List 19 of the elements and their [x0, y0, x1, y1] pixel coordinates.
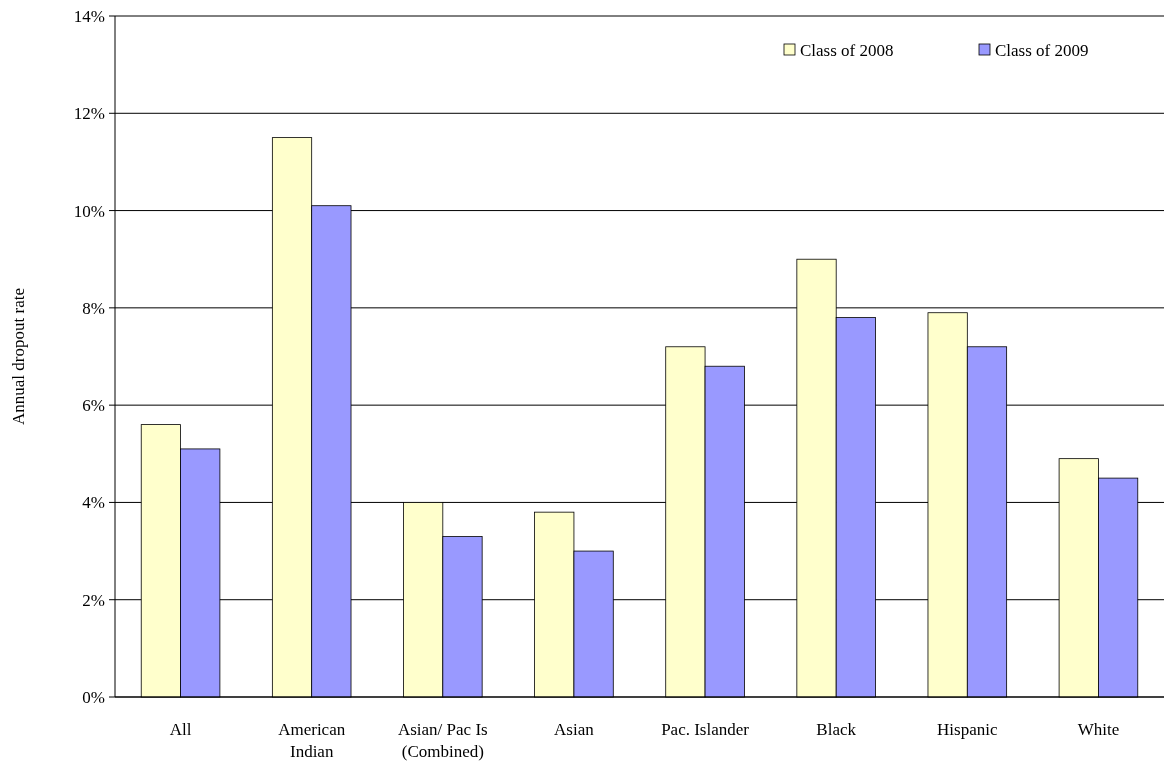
y-tick-label: 6%	[82, 396, 105, 416]
x-tick-label: Asian	[554, 720, 595, 739]
x-tick-label: Pac. Islander	[661, 720, 750, 739]
x-tick-label: All	[169, 720, 192, 739]
y-tick-label: 14%	[73, 6, 105, 26]
x-tick-label: Asian/ Pac Is (Combined)	[397, 720, 488, 761]
y-tick-label: 10%	[73, 201, 105, 221]
legend-label: Class of 2009	[995, 40, 1089, 60]
x-tick-label: American Indian	[278, 720, 346, 761]
y-tick-label: 12%	[73, 104, 105, 124]
y-tick-label: 8%	[82, 298, 105, 318]
y-axis-title: Annual dropout rate	[9, 288, 28, 425]
y-tick-label: 2%	[82, 590, 105, 610]
y-tick-label: 0%	[82, 687, 105, 707]
legend-label: Class of 2008	[800, 40, 894, 60]
y-tick-label: 4%	[82, 493, 105, 513]
x-tick-label: White	[1077, 720, 1120, 739]
x-tick-label: Black	[816, 720, 857, 739]
x-tick-label: Hispanic	[937, 720, 998, 739]
